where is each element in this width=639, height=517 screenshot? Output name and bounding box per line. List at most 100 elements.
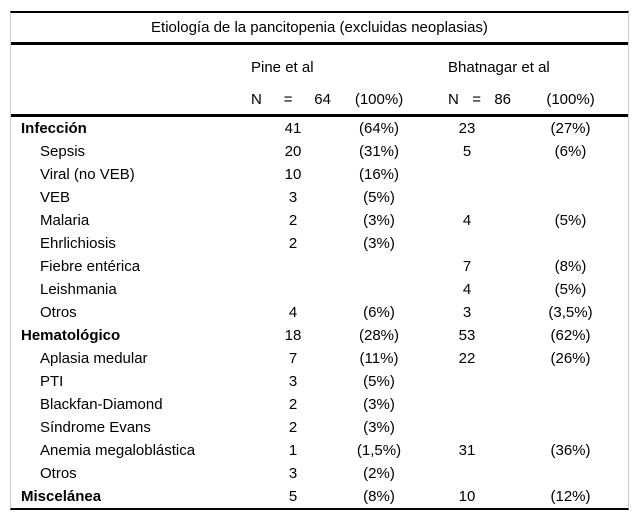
bhatnagar-n-value: 3: [462, 304, 472, 321]
row-label: Otros: [40, 465, 77, 482]
pine-n-value: 5: [288, 488, 298, 505]
bhatnagar-pct-value: [513, 370, 628, 393]
bhatnagar-total-pct: (100%): [513, 84, 628, 117]
table-body: Infección 41 (64%) 23 (27%) Sepsis 20 (31%) 5 (6%…: [11, 116, 628, 509]
pine-n-label: N: [251, 90, 262, 108]
bhatnagar-n-value: 4: [462, 281, 472, 298]
pine-pct-value: (28%): [359, 327, 400, 344]
row-label: Aplasia medular: [40, 350, 148, 367]
bhatnagar-n-value: 22: [458, 350, 476, 367]
bhatnagar-pct-value: (36%): [550, 442, 591, 459]
pine-total-pct: (100%): [337, 84, 422, 117]
pine-pct-value: (3%): [363, 419, 395, 436]
table-row: Blackfan-Diamond 2 (3%): [11, 393, 628, 416]
bhatnagar-pct-value: [513, 462, 628, 485]
table-row: Miscelánea 5 (8%) 10 (12%): [11, 485, 628, 508]
pine-n-value: 3: [288, 189, 298, 206]
bhatnagar-pct-value: (5%): [554, 212, 587, 229]
row-label: PTI: [40, 373, 64, 390]
pine-pct-value: [337, 255, 421, 278]
pine-pct-value: (3%): [363, 212, 395, 229]
bhatnagar-pct-value: [513, 163, 628, 186]
header-spacer: [11, 45, 249, 84]
bhatnagar-n-value: 53: [458, 327, 476, 344]
pine-n-value: 41: [284, 120, 302, 137]
row-label: Hematológico: [21, 327, 121, 344]
bhatnagar-pct-value: (5%): [554, 281, 587, 298]
pine-n-total: 64: [314, 90, 331, 108]
header-spacer: [11, 84, 249, 117]
bhatnagar-pct-value: [513, 416, 628, 439]
pine-n-value: 10: [284, 166, 302, 183]
table-row: Ehrlichiosis 2 (3%): [11, 232, 628, 255]
table-row: Otros 4 (6%) 3 (3,5%): [11, 301, 628, 324]
pine-n-value: 3: [288, 373, 298, 390]
bhatnagar-pct-value: [513, 186, 628, 209]
etiology-table-frame: Etiología de la pancitopenia (excluidas …: [10, 11, 629, 510]
table-row: VEB 3 (5%): [11, 186, 628, 209]
pine-n-value: [249, 255, 337, 278]
table-row: Malaria 2 (3%) 4 (5%): [11, 209, 628, 232]
pine-n-value: 7: [288, 350, 298, 367]
etiology-table: Pine et al Bhatnagar et al N = 64 (100%)…: [11, 45, 628, 508]
bhatnagar-equals-sign: =: [472, 90, 481, 108]
pine-n-value: 4: [288, 304, 298, 321]
table-row: PTI 3 (5%): [11, 370, 628, 393]
bhatnagar-pct-value: (8%): [554, 258, 587, 275]
pine-pct-value: (1,5%): [356, 442, 402, 459]
pine-pct-value: (16%): [359, 166, 400, 183]
row-label: Ehrlichiosis: [40, 235, 116, 252]
study-header-row: Pine et al Bhatnagar et al: [11, 45, 628, 84]
pine-pct-value: (31%): [359, 143, 400, 160]
pine-pct-value: (64%): [359, 120, 400, 137]
study-pine-header: Pine et al: [251, 59, 314, 76]
row-label: Viral (no VEB): [40, 166, 135, 183]
bhatnagar-n-value: [421, 186, 513, 209]
table-row: Fiebre entérica 7 (8%): [11, 255, 628, 278]
table-row: Viral (no VEB) 10 (16%): [11, 163, 628, 186]
bhatnagar-pct-value: (62%): [550, 327, 591, 344]
pine-pct-value: (3%): [363, 396, 395, 413]
row-label: Síndrome Evans: [40, 419, 151, 436]
row-label: Infección: [21, 120, 87, 137]
row-label: Blackfan-Diamond: [40, 396, 163, 413]
row-label: Leishmania: [40, 281, 117, 298]
bhatnagar-n-value: 4: [462, 212, 472, 229]
row-label: VEB: [40, 189, 71, 206]
bhatnagar-pct-value: (12%): [550, 488, 591, 505]
pine-pct-value: [337, 278, 421, 301]
bhatnagar-n-value: 5: [462, 143, 472, 160]
row-label: Fiebre entérica: [40, 258, 141, 275]
pine-pct-value: (2%): [363, 465, 395, 482]
pine-pct-value: (6%): [363, 304, 395, 321]
pine-n-header: N = 64: [249, 84, 337, 117]
pine-n-value: 2: [288, 212, 298, 229]
table-header: Pine et al Bhatnagar et al N = 64 (100%)…: [11, 45, 628, 117]
table-title: Etiología de la pancitopenia (excluidas …: [11, 13, 628, 45]
bhatnagar-n-total: 86: [494, 90, 511, 108]
bhatnagar-n-value: [421, 393, 513, 416]
bhatnagar-n-value: 7: [462, 258, 472, 275]
table-row: Sepsis 20 (31%) 5 (6%): [11, 140, 628, 163]
pine-n-value: 2: [288, 235, 298, 252]
bhatnagar-n-value: 10: [458, 488, 476, 505]
bhatnagar-pct-value: (26%): [550, 350, 591, 367]
pine-n-value: 2: [288, 396, 298, 413]
bhatnagar-pct-value: (6%): [554, 143, 587, 160]
bhatnagar-n-value: 23: [458, 120, 476, 137]
pine-n-value: 3: [288, 465, 298, 482]
pine-n-value: [249, 278, 337, 301]
table-row: Síndrome Evans 2 (3%): [11, 416, 628, 439]
row-label: Malaria: [40, 212, 90, 229]
table-row: Anemia megaloblástica 1 (1,5%) 31 (36%): [11, 439, 628, 462]
pine-n-value: 20: [284, 143, 302, 160]
row-label: Otros: [40, 304, 77, 321]
bhatnagar-n-value: 31: [458, 442, 476, 459]
pine-pct-value: (3%): [363, 235, 395, 252]
pine-pct-value: (8%): [363, 488, 395, 505]
bhatnagar-n-value: [421, 416, 513, 439]
pine-n-value: 18: [284, 327, 302, 344]
bhatnagar-n-value: [421, 370, 513, 393]
bhatnagar-n-label: N: [448, 90, 459, 108]
table-row: Aplasia medular 7 (11%) 22 (26%): [11, 347, 628, 370]
